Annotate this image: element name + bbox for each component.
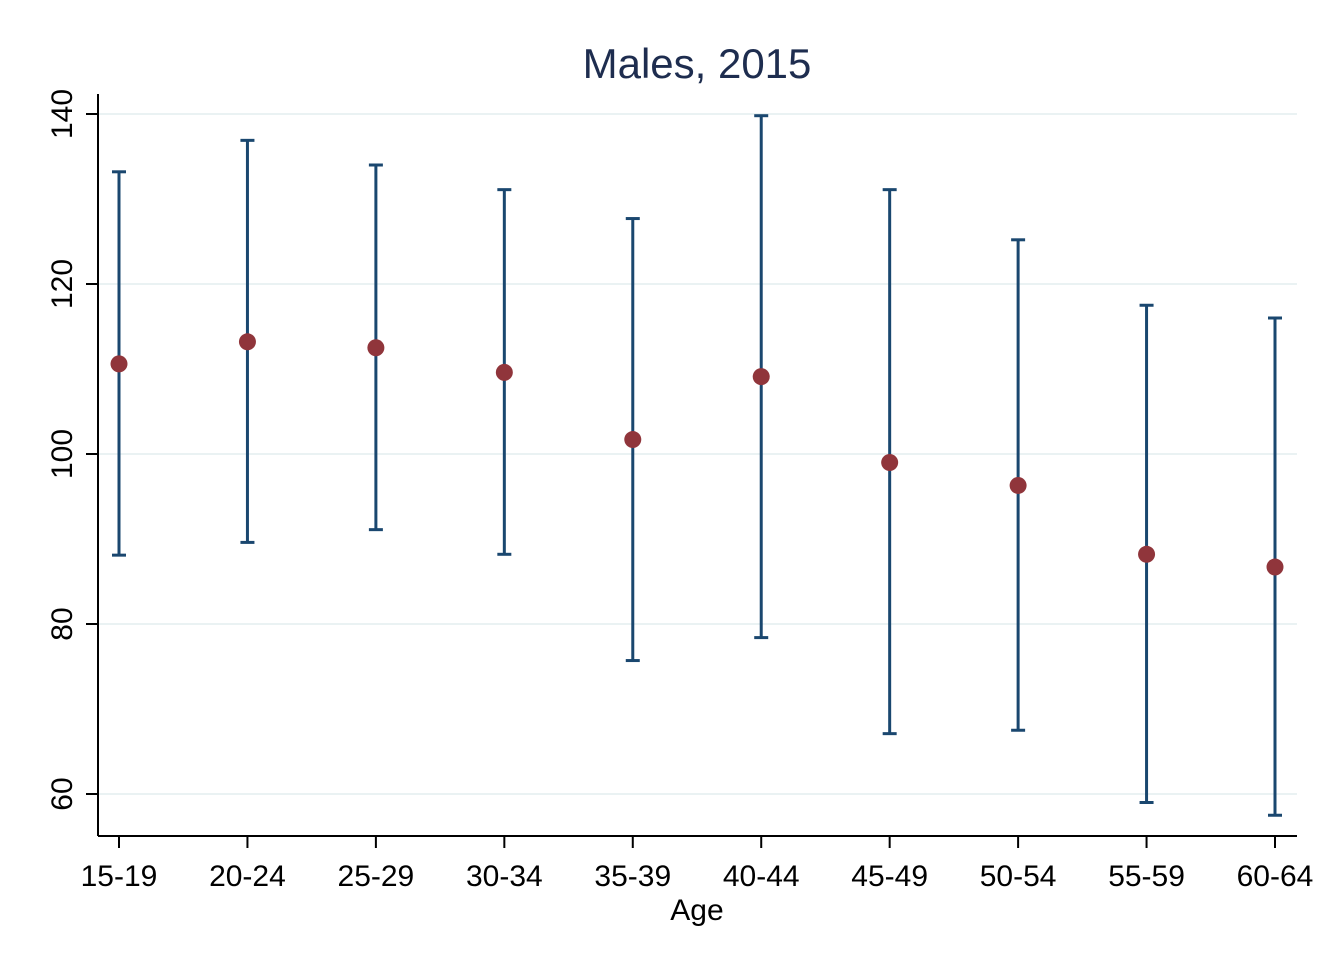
x-tick-label: 15-19	[81, 860, 158, 893]
x-tick-label: 35-39	[594, 860, 671, 893]
y-tick-label: 120	[46, 259, 79, 309]
x-axis-title: Age	[670, 894, 723, 927]
x-tick-label: 25-29	[338, 860, 415, 893]
tick-labels: 60 80 100 120 140 15-19 20-24 25-29 30-34 35-39 40…	[46, 89, 1313, 893]
x-tick-label: 55-59	[1108, 860, 1185, 893]
x-tick-label: 60-64	[1237, 860, 1314, 893]
x-tick-label: 45-49	[851, 860, 928, 893]
data-points	[110, 333, 1284, 576]
data-point	[238, 333, 256, 351]
x-tick-label: 30-34	[466, 860, 543, 893]
y-tick-label: 80	[46, 607, 79, 640]
data-point	[881, 454, 899, 471]
data-point	[495, 363, 513, 381]
data-point	[1009, 476, 1027, 494]
x-tick-label: 20-24	[209, 860, 286, 893]
x-tick-label: 50-54	[980, 860, 1057, 893]
data-point	[367, 339, 385, 357]
y-tick-label: 140	[46, 89, 79, 139]
x-tick-label: 40-44	[723, 860, 800, 893]
axes	[86, 94, 1297, 848]
data-point	[110, 355, 128, 373]
data-point	[1266, 558, 1284, 576]
y-tick-label: 60	[46, 777, 79, 810]
chart-title: Males, 2015	[583, 40, 812, 87]
gridlines	[98, 113, 1297, 795]
data-point	[752, 368, 770, 386]
data-point	[624, 431, 642, 449]
y-tick-label: 100	[46, 429, 79, 479]
data-point	[1138, 545, 1156, 563]
